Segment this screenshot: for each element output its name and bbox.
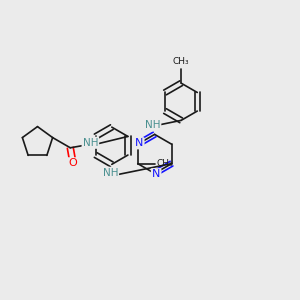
- Text: N: N: [135, 138, 143, 148]
- Text: NH: NH: [82, 138, 98, 148]
- Text: NH: NH: [103, 168, 118, 178]
- Text: N: N: [152, 169, 160, 179]
- Text: NH: NH: [145, 120, 160, 130]
- Text: CH₃: CH₃: [173, 58, 190, 67]
- Text: O: O: [68, 158, 77, 168]
- Text: CH₃: CH₃: [157, 159, 173, 168]
